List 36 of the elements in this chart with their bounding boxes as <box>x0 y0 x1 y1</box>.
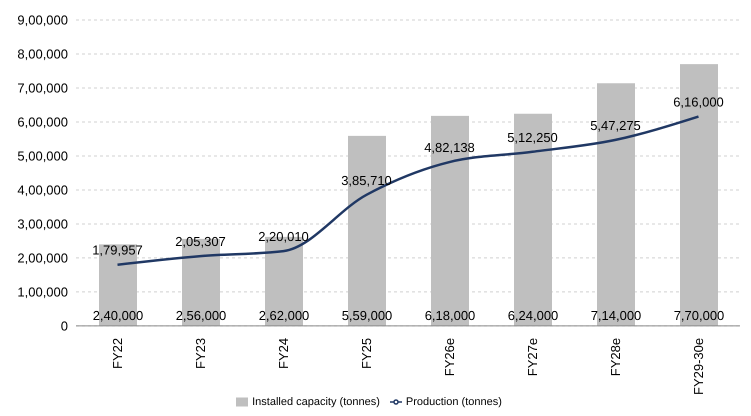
x-tick-label: FY29-30e <box>691 338 706 395</box>
data-label: 1,79,957 <box>92 242 143 258</box>
x-tick-label: FY28e <box>608 338 623 376</box>
data-label: 2,62,000 <box>258 308 310 323</box>
y-tick-label: 9,00,000 <box>17 12 68 28</box>
x-tick-label: FY24 <box>276 338 291 369</box>
data-label: 2,56,000 <box>176 308 226 323</box>
data-label: 4,82,138 <box>424 140 475 156</box>
x-tick-label: FY23 <box>193 338 208 369</box>
x-tick-label: FY25 <box>359 338 374 369</box>
y-tick-label: 5,00,000 <box>17 148 68 164</box>
x-tick-label: FY22 <box>110 338 125 369</box>
y-tick-label: 7,00,000 <box>17 80 68 96</box>
data-label: 7,70,000 <box>674 308 724 323</box>
y-tick-label: 6,00,000 <box>17 114 68 130</box>
legend-label: Production (tonnes) <box>406 396 502 408</box>
data-label: 6,16,000 <box>673 94 724 110</box>
x-tick-label: FY26e <box>442 338 457 376</box>
data-label: 2,40,000 <box>92 308 144 323</box>
data-label: 3,85,710 <box>341 172 392 188</box>
data-label: 5,59,000 <box>342 308 392 323</box>
data-label: 5,47,275 <box>590 118 641 133</box>
x-tick-label: FY27e <box>525 338 540 376</box>
data-label: 2,20,010 <box>258 229 309 244</box>
data-label: 2,05,307 <box>175 234 226 250</box>
y-tick-label: 3,00,000 <box>17 216 68 232</box>
data-label: 6,18,000 <box>424 308 476 323</box>
y-tick-label: 2,00,000 <box>17 250 68 266</box>
legend-label: Installed capacity (tonnes) <box>252 396 380 408</box>
data-label: 7,14,000 <box>590 308 642 323</box>
y-tick-label: 8,00,000 <box>17 46 68 62</box>
data-label: 5,12,250 <box>507 130 558 145</box>
data-label: 6,24,000 <box>508 308 558 323</box>
y-tick-label: 1,00,000 <box>17 284 68 300</box>
y-tick-label: 0 <box>60 318 68 334</box>
y-tick-label: 4,00,000 <box>17 182 68 198</box>
